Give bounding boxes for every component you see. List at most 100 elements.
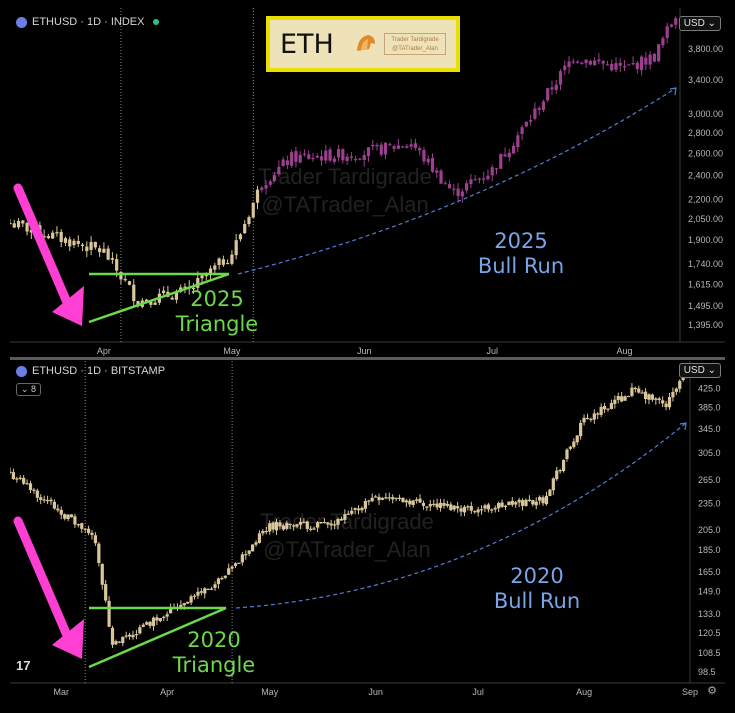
candle-body: [452, 505, 456, 510]
candle-body: [93, 535, 98, 544]
bull-run-label-year: 2020: [510, 564, 563, 588]
triangle-label-year: 2020: [187, 628, 240, 652]
bottom-currency-select[interactable]: USD ⌄: [678, 363, 721, 378]
candle-body: [546, 88, 550, 101]
top-currency-select[interactable]: USD ⌄: [678, 16, 721, 31]
tradingview-logo-icon[interactable]: 17: [16, 658, 31, 673]
price-tick-label: 2,600.00: [688, 149, 723, 159]
candle-body: [350, 510, 354, 514]
top-chart-svg[interactable]: 3,800.00 3,400.00 3,000.00 2,800.00 2,600.00…: [10, 8, 725, 356]
candle-body: [609, 403, 614, 409]
price-tick-label: 3,000.00: [688, 109, 723, 119]
candle-body: [664, 403, 668, 408]
candle-body: [465, 183, 469, 191]
candle-body: [278, 522, 282, 527]
bull-run-label-words: Bull Run: [494, 589, 580, 613]
candle-body: [324, 150, 328, 161]
candle-body: [97, 543, 101, 563]
candle-body: [449, 504, 453, 511]
candle-body: [298, 521, 303, 525]
candle-body: [42, 236, 46, 238]
eth-logo-text: ETH: [280, 29, 334, 60]
candle-body: [592, 413, 596, 420]
candle-body: [315, 155, 319, 158]
candle-body: [479, 509, 484, 511]
price-tick-label: 305.0: [698, 448, 721, 458]
candle-body: [51, 232, 55, 239]
candle-body: [531, 500, 535, 505]
indicator-count-badge[interactable]: ⌄ 8: [16, 383, 42, 396]
candle-body: [302, 153, 307, 155]
candle-body: [674, 18, 678, 25]
watermark-line1: Trader Tardigrade: [258, 164, 432, 189]
candle-body: [134, 634, 139, 636]
price-tick-label: 425.0: [698, 384, 721, 394]
candle-body: [534, 501, 538, 506]
candle-body: [469, 506, 473, 511]
time-tick-label: Jun: [368, 687, 383, 697]
price-tick-label: 3,800.00: [688, 44, 723, 54]
candle-body: [511, 145, 516, 154]
candle-body: [230, 566, 234, 569]
candle-body: [45, 499, 50, 502]
candle-body: [377, 496, 381, 501]
candle-body: [206, 588, 210, 591]
candle-body: [234, 240, 238, 256]
candle-body: [115, 259, 119, 271]
candle-body: [346, 513, 350, 515]
eth-logo-box: ETH Trader Tardigrade @TATrader_Alan: [266, 16, 460, 72]
candle-body: [428, 504, 432, 507]
candle-body: [90, 532, 94, 536]
candle-body: [86, 528, 91, 534]
candle-body: [367, 500, 371, 502]
candle-body: [12, 223, 16, 228]
candle-body: [430, 158, 435, 172]
candle-body: [483, 505, 487, 509]
candle-body: [606, 408, 610, 410]
candle-body: [476, 509, 480, 513]
gear-icon[interactable]: ⚙: [707, 685, 717, 697]
price-tick-label: 2,050.00: [688, 214, 723, 224]
candle-body: [383, 142, 388, 155]
candle-body: [138, 627, 142, 634]
candle-body: [647, 394, 651, 400]
candle-body: [52, 501, 57, 509]
bottom-chart-panel[interactable]: 425.0 385.0 345.0 305.0 265.0 235.0 205.0 185.0…: [10, 361, 725, 699]
candle-body: [630, 387, 634, 396]
candle-body: [541, 101, 546, 110]
candle-body: [221, 259, 225, 265]
candle-body: [328, 149, 332, 161]
top-chart-panel[interactable]: 3,800.00 3,400.00 3,000.00 2,800.00 2,600.00…: [10, 8, 725, 356]
bottom-chart-svg[interactable]: 425.0 385.0 345.0 305.0 265.0 235.0 205.0 185.0…: [10, 361, 725, 699]
candle-body: [538, 496, 542, 501]
candle-body: [563, 65, 567, 71]
candle-body: [106, 248, 110, 260]
panel-separator[interactable]: [10, 357, 725, 360]
candle-body: [179, 604, 183, 607]
eth-card-line1: Trader Tardigrade: [391, 37, 439, 43]
candle-body: [294, 151, 298, 162]
candle-body: [421, 502, 426, 506]
candle-body: [93, 241, 97, 248]
candle-body: [226, 262, 230, 265]
candle-body: [657, 398, 661, 400]
candle-body: [104, 584, 108, 601]
bottom-symbol-header[interactable]: ETHUSD · 1D · BITSTAMP: [16, 365, 165, 377]
candle-body: [110, 258, 115, 260]
top-symbol-header[interactable]: ETHUSD · 1D · INDEX: [16, 16, 160, 28]
candle-body: [343, 514, 347, 520]
price-tick-label: 165.0: [698, 567, 721, 577]
candle-body: [439, 170, 443, 184]
candle-body: [558, 71, 563, 85]
candle-body: [379, 144, 383, 155]
candle-body: [661, 400, 665, 404]
candle-body: [561, 459, 566, 472]
candle-body: [411, 500, 415, 505]
time-tick-label: Aug: [576, 687, 592, 697]
candle-body: [35, 490, 39, 498]
candle-body: [671, 391, 675, 398]
candle-body: [76, 240, 80, 244]
candle-body: [192, 595, 197, 597]
candle-body: [445, 503, 449, 506]
candle-body: [100, 563, 104, 585]
